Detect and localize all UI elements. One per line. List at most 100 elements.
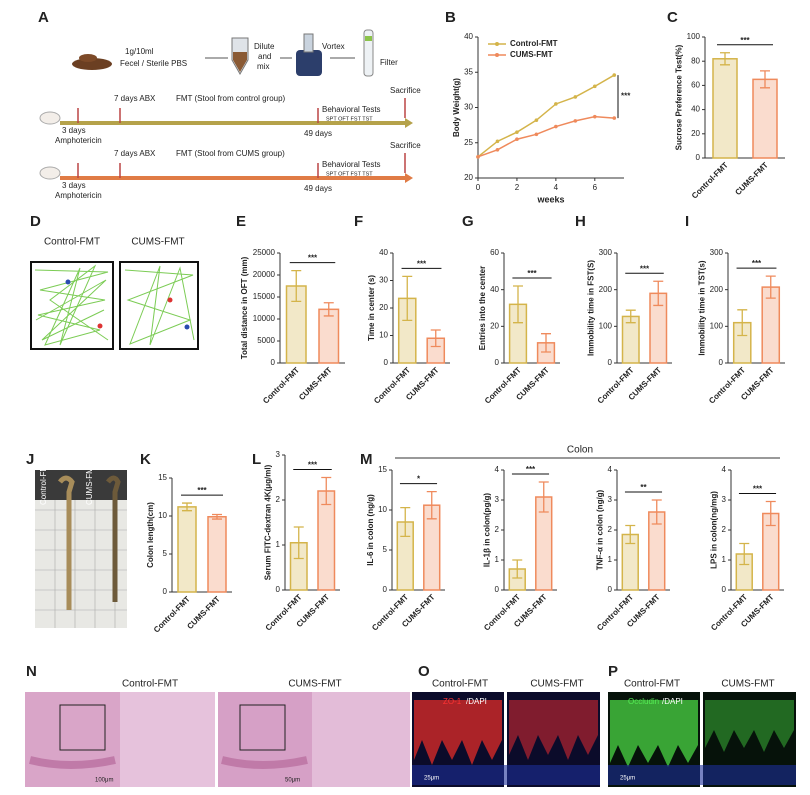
label: SPT OFT FST TST — [326, 171, 373, 177]
y-tick-label: 4 — [722, 465, 727, 474]
point — [495, 139, 500, 144]
y-tick-label: 35 — [464, 67, 473, 76]
point — [612, 116, 617, 120]
error-bar — [625, 309, 636, 324]
occludin-image: Control-FMT CUMS-FMT Occludin /DAPI 25μm — [608, 679, 796, 787]
y-axis-title: Time in center (s) — [367, 275, 376, 341]
group-label: CUMS-FMT — [721, 679, 774, 690]
label: mix — [257, 62, 269, 71]
panel-letter: I — [685, 213, 689, 230]
y-tick-label: 15 — [378, 465, 387, 474]
line — [477, 115, 615, 158]
y-axis-title: Colon length(cm) — [146, 502, 155, 568]
y-axis-title: Immobility time in TST(s) — [697, 260, 706, 355]
point — [515, 130, 519, 134]
error-bar — [182, 502, 192, 512]
x-tick-label: Control-FMT — [707, 365, 747, 405]
schematic: 1g/10ml Fecel / Sterile PBS Dilute and m… — [39, 29, 421, 200]
stain-label: /DAPI — [662, 697, 683, 706]
y-axis-title: Serum FITC-dextran 4K(μg/ml) — [264, 464, 273, 580]
y-tick-label: 5 — [163, 549, 168, 558]
y-tick-label: 2 — [722, 525, 727, 534]
legend-label: Control-FMT — [510, 39, 558, 48]
bar — [318, 308, 340, 364]
y-tick-label: 3 — [608, 495, 613, 504]
error-bar — [538, 481, 549, 513]
significance: ** — [640, 483, 647, 492]
significance: *** — [417, 259, 427, 268]
y-axis-title: Total distance in OFT (mm) — [240, 256, 249, 359]
significance: *** — [740, 36, 750, 45]
error-bar — [760, 70, 770, 89]
bar — [712, 58, 738, 159]
label: 49 days — [304, 184, 332, 193]
y-tick-label: 40 — [379, 248, 388, 257]
panel-letter: H — [575, 213, 586, 230]
label: 1g/10ml — [125, 47, 154, 56]
point — [495, 148, 500, 152]
scale-label: 25μm — [424, 776, 439, 782]
y-axis-title: TNF-α in colon (ng/g) — [596, 489, 605, 570]
y-tick-label: 0 — [271, 358, 276, 367]
label: Amphotericin — [55, 191, 102, 200]
label: Dilute — [254, 42, 275, 51]
label: 49 days — [304, 129, 332, 138]
error-bar — [625, 524, 636, 545]
y-axis-title: LPS in colon(ng/mg) — [710, 491, 719, 569]
error-bar — [765, 275, 776, 299]
significance: *** — [197, 486, 207, 495]
significance: *** — [527, 269, 537, 278]
y-tick-label: 3 — [722, 495, 727, 504]
y-tick-label: 4 — [608, 465, 613, 474]
bar — [207, 516, 227, 593]
significance: * — [417, 475, 421, 484]
error-bar — [321, 476, 332, 506]
error-bar — [737, 309, 748, 337]
y-tick-label: 25000 — [253, 248, 276, 257]
y-tick-label: 3 — [495, 495, 500, 504]
label: Behavioral Tests — [322, 105, 381, 114]
y-tick-label: 20 — [464, 173, 473, 182]
y-tick-label: 60 — [490, 248, 499, 257]
bar — [752, 78, 778, 159]
group-label: Control-FMT — [122, 679, 178, 690]
error-bar — [400, 506, 411, 538]
significance: *** — [526, 465, 536, 474]
panel-letter: K — [140, 451, 151, 468]
x-tick-label: Control-FMT — [690, 160, 730, 200]
y-tick-label: 15000 — [253, 292, 276, 301]
y-tick-label: 1 — [495, 555, 500, 564]
y-axis-title: Body Weight(g) — [452, 78, 461, 137]
point — [593, 114, 597, 119]
panel-letter: O — [418, 663, 430, 680]
significance: *** — [753, 485, 763, 494]
x-tick-label: 4 — [554, 183, 559, 192]
x-tick-label: CUMS-FMT — [733, 160, 770, 197]
label: Amphotericin — [55, 136, 102, 145]
y-tick-label: 1 — [722, 555, 727, 564]
error-bar — [541, 333, 551, 353]
significance: *** — [640, 264, 650, 273]
y-tick-label: 0 — [495, 585, 500, 594]
error-bar — [323, 302, 334, 317]
group-label: CUMS-FMT — [530, 679, 583, 690]
x-tick-label: CUMS-FMT — [297, 365, 334, 402]
y-tick-label: 100 — [687, 32, 701, 41]
colon-photo: Control-FMT CUMS-FMT — [35, 460, 127, 628]
oft-tracks: Control-FMT CUMS-FMT — [30, 237, 199, 350]
y-tick-label: 100 — [710, 321, 724, 330]
y-tick-label: 0 — [608, 358, 613, 367]
panel-letter: G — [462, 213, 474, 230]
y-tick-label: 20 — [691, 129, 700, 138]
y-tick-label: 0 — [384, 358, 389, 367]
group-label: Control-FMT — [624, 679, 680, 690]
significance: *** — [621, 92, 631, 101]
y-tick-label: 30 — [464, 103, 473, 112]
y-tick-label: 40 — [490, 285, 499, 294]
y-tick-label: 3 — [276, 450, 281, 459]
y-tick-label: 0 — [722, 585, 727, 594]
y-tick-label: 20 — [490, 321, 499, 330]
point — [573, 95, 578, 99]
label: Sacrifice — [390, 86, 421, 95]
label: FMT (Stool from CUMS group) — [176, 149, 285, 158]
